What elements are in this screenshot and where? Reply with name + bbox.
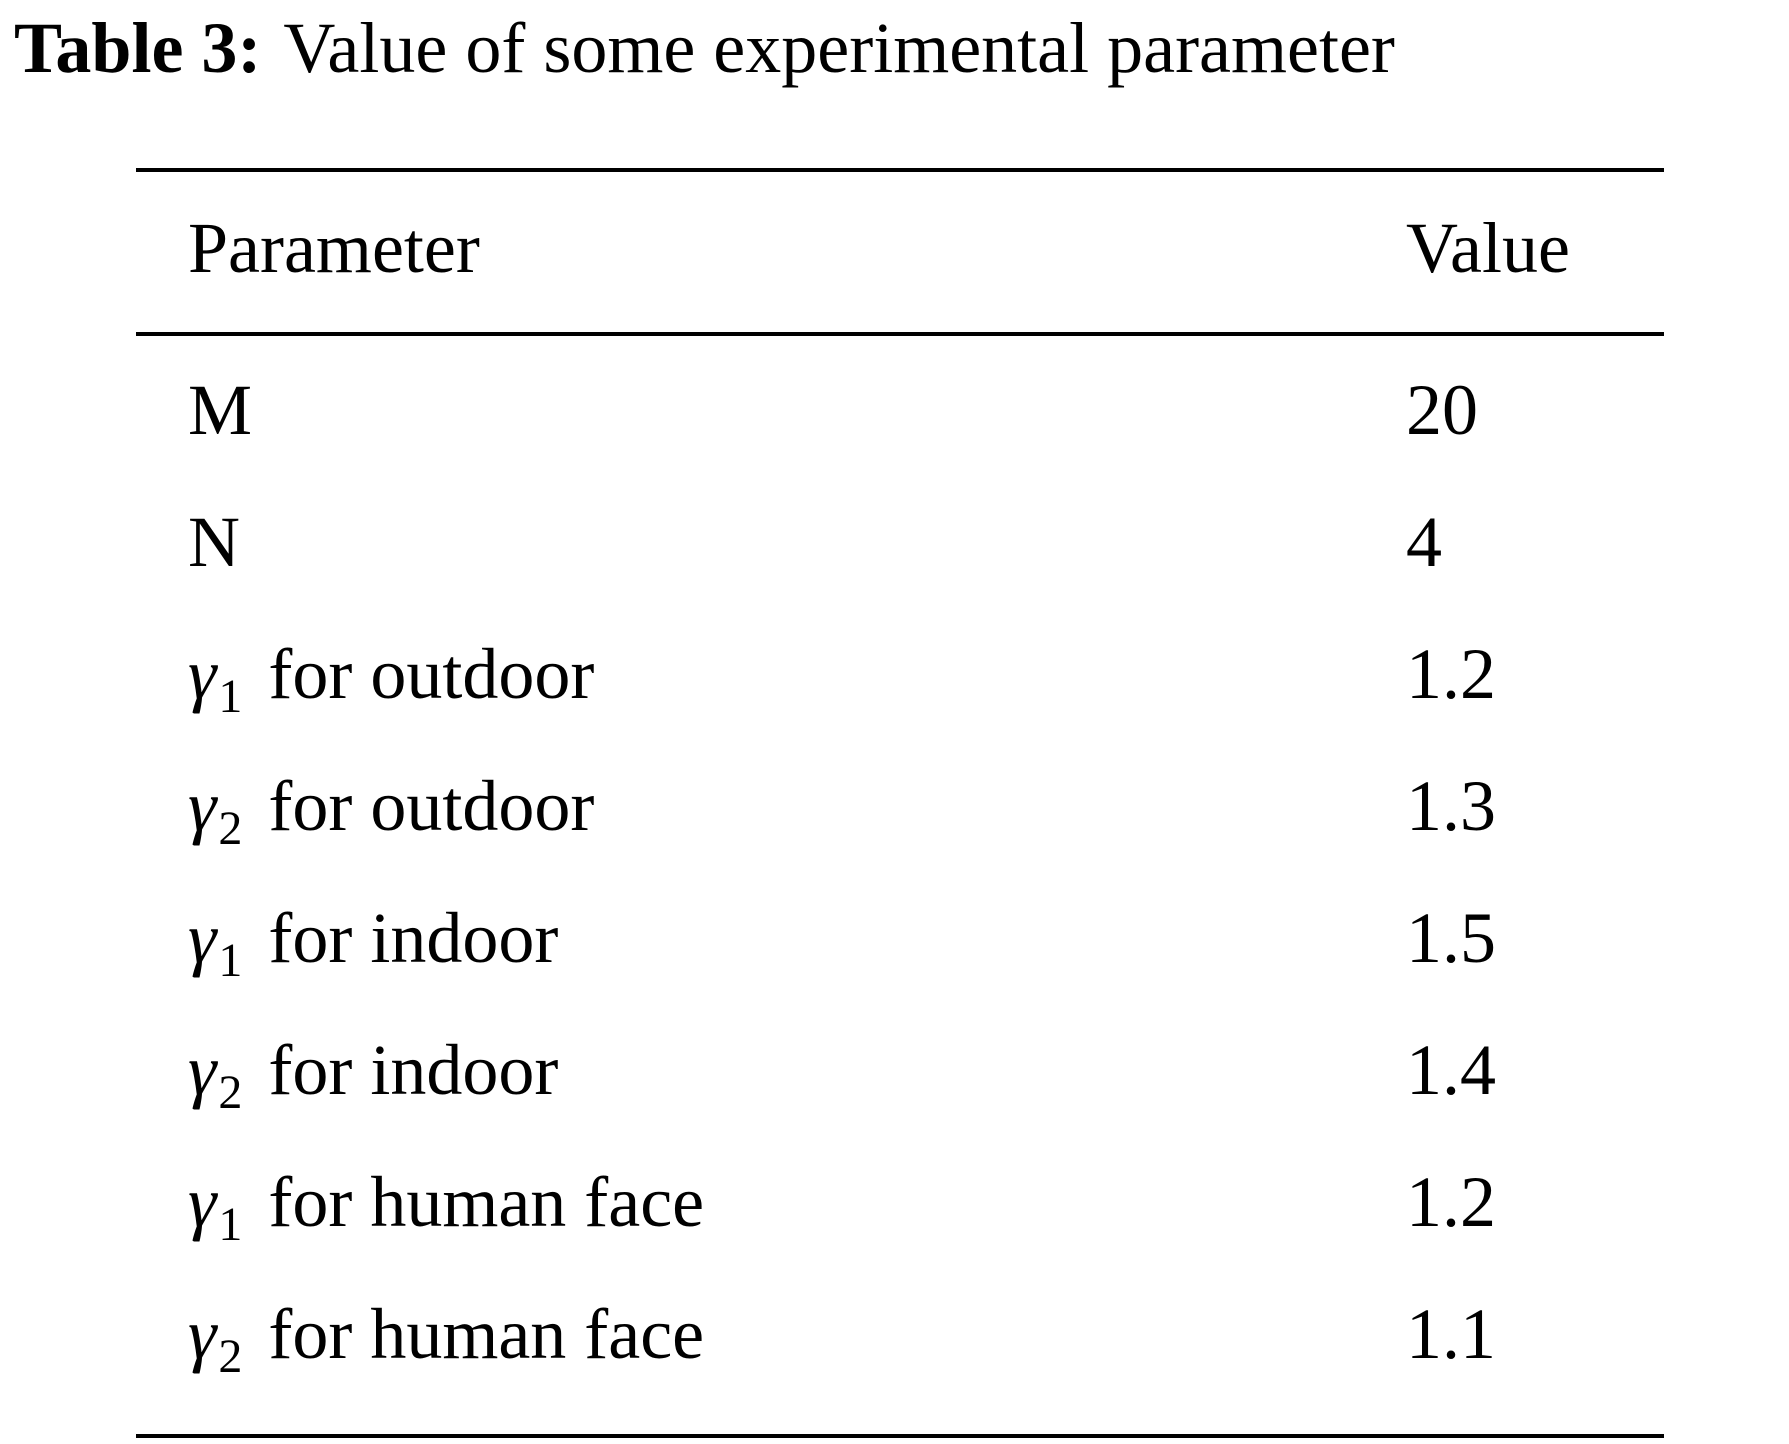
table-header-rule	[136, 332, 1664, 336]
table-row: γ1 for indoor 1.5	[0, 898, 1789, 1030]
table-bottom-rule	[136, 1434, 1664, 1438]
table-caption: Table 3: Value of some experimental param…	[14, 8, 1395, 88]
gamma-symbol: γ2	[188, 1294, 243, 1383]
parameter-cell: N	[188, 502, 240, 582]
table-top-rule	[136, 168, 1664, 172]
table-header-row: Parameter Value	[0, 208, 1789, 340]
value-cell: 1.3	[1406, 766, 1496, 846]
parameter-text: for human face	[268, 1162, 705, 1242]
gamma-subscript: 2	[218, 802, 243, 855]
table-caption-text: Value of some experimental parameter	[283, 8, 1395, 88]
header-value: Value	[1406, 208, 1570, 288]
table-row: γ1 for human face 1.2	[0, 1162, 1789, 1294]
gamma-subscript: 1	[218, 934, 243, 987]
parameter-text: N	[188, 502, 240, 582]
parameter-cell: M	[188, 370, 252, 450]
gamma-symbol: γ1	[188, 898, 243, 987]
table-row: N 4	[0, 502, 1789, 634]
table-row: γ2 for outdoor 1.3	[0, 766, 1789, 898]
gamma-symbol: γ2	[188, 766, 243, 855]
value-cell: 1.2	[1406, 634, 1496, 714]
value-cell: 1.5	[1406, 898, 1496, 978]
table-row: M 20	[0, 370, 1789, 502]
gamma-subscript: 2	[218, 1330, 243, 1383]
table-row: γ1 for outdoor 1.2	[0, 634, 1789, 766]
parameter-cell: γ2 for outdoor	[188, 766, 595, 855]
parameter-cell: γ1 for human face	[188, 1162, 705, 1251]
parameter-cell: γ2 for indoor	[188, 1030, 559, 1119]
header-parameter: Parameter	[188, 208, 480, 288]
value-cell: 4	[1406, 502, 1442, 582]
parameter-cell: γ2 for human face	[188, 1294, 705, 1383]
parameter-text: M	[188, 370, 253, 450]
parameter-cell: γ1 for indoor	[188, 898, 559, 987]
gamma-symbol: γ2	[188, 1030, 243, 1119]
gamma-subscript: 2	[218, 1066, 243, 1119]
value-cell: 20	[1406, 370, 1478, 450]
parameter-text: for indoor	[268, 1030, 559, 1110]
table-caption-label: Table 3:	[14, 8, 262, 88]
parameter-text: for indoor	[268, 898, 559, 978]
gamma-symbol: γ1	[188, 634, 243, 723]
table-row: γ2 for human face 1.1	[0, 1294, 1789, 1426]
gamma-subscript: 1	[218, 670, 243, 723]
parameter-text: for human face	[268, 1294, 705, 1374]
parameter-text: for outdoor	[268, 634, 595, 714]
value-cell: 1.4	[1406, 1030, 1496, 1110]
gamma-subscript: 1	[218, 1198, 243, 1251]
table-row: γ2 for indoor 1.4	[0, 1030, 1789, 1162]
gamma-symbol: γ1	[188, 1162, 243, 1251]
value-cell: 1.2	[1406, 1162, 1496, 1242]
parameter-text: for outdoor	[268, 766, 595, 846]
value-cell: 1.1	[1406, 1294, 1496, 1374]
parameter-cell: γ1 for outdoor	[188, 634, 595, 723]
